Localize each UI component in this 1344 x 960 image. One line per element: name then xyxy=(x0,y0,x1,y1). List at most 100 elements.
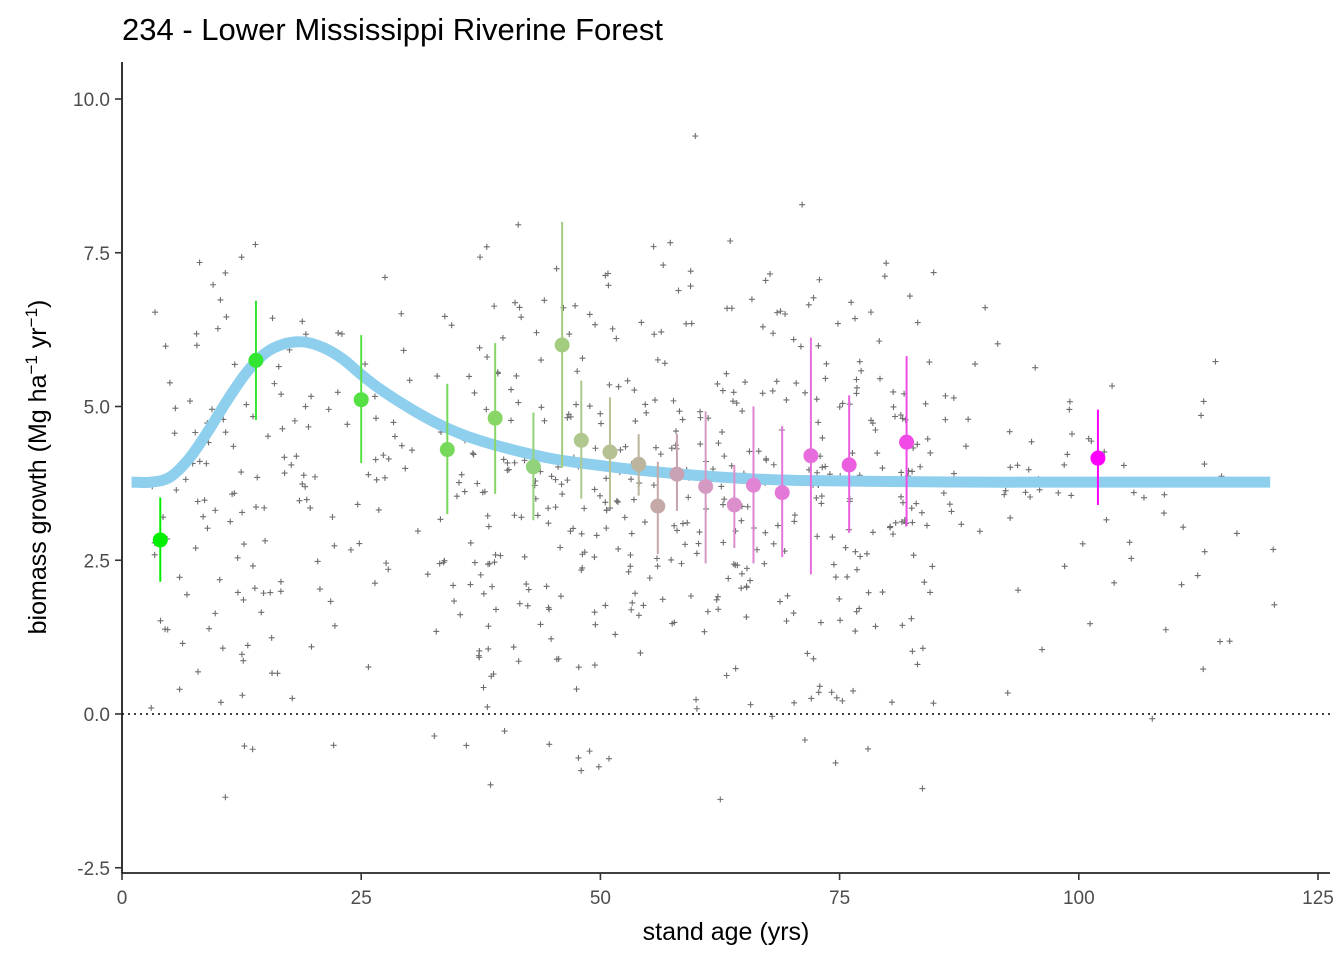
raw-point xyxy=(1027,494,1034,500)
raw-point xyxy=(774,309,781,316)
raw-point xyxy=(231,361,238,368)
raw-point xyxy=(834,320,841,327)
raw-point xyxy=(586,311,593,318)
raw-point xyxy=(307,504,314,511)
raw-point xyxy=(797,343,804,350)
raw-point xyxy=(327,598,334,605)
raw-point xyxy=(652,444,659,451)
raw-point xyxy=(747,701,754,708)
raw-point xyxy=(804,650,811,657)
raw-point xyxy=(791,518,798,525)
raw-point xyxy=(222,794,229,801)
raw-point xyxy=(157,617,164,624)
raw-point xyxy=(371,580,378,587)
raw-point xyxy=(646,575,653,582)
raw-point xyxy=(606,755,613,762)
raw-point xyxy=(814,533,821,540)
raw-point xyxy=(670,397,677,404)
x-tick-label: 100 xyxy=(1063,888,1095,909)
raw-point xyxy=(695,540,702,547)
raw-point xyxy=(832,759,839,766)
raw-point xyxy=(381,274,388,281)
raw-point xyxy=(883,260,890,267)
raw-point xyxy=(657,451,664,458)
raw-point xyxy=(330,742,337,749)
raw-point xyxy=(738,517,745,524)
binned-mean xyxy=(669,434,685,512)
raw-point xyxy=(919,645,926,652)
raw-point xyxy=(591,486,598,493)
raw-point xyxy=(1068,492,1075,499)
raw-point xyxy=(302,403,309,410)
raw-point xyxy=(643,409,650,416)
mean-point xyxy=(631,456,647,472)
raw-point xyxy=(630,496,637,503)
raw-point xyxy=(240,596,247,603)
raw-point xyxy=(678,560,685,567)
raw-point xyxy=(300,472,307,479)
raw-point xyxy=(651,331,658,338)
mean-point xyxy=(487,410,503,426)
raw-point xyxy=(823,360,830,367)
raw-point xyxy=(1001,491,1008,498)
raw-point xyxy=(891,413,898,420)
raw-point xyxy=(566,331,573,338)
raw-point xyxy=(813,494,820,501)
raw-point xyxy=(210,281,217,288)
raw-point xyxy=(548,473,555,480)
raw-point xyxy=(674,527,681,534)
raw-point xyxy=(214,325,221,332)
y-axis-title-sup2: −1 xyxy=(22,308,41,327)
raw-point xyxy=(762,529,769,536)
raw-point xyxy=(869,529,876,536)
raw-point xyxy=(1066,398,1073,405)
raw-point xyxy=(505,466,512,473)
raw-point xyxy=(748,296,755,303)
raw-point xyxy=(852,628,859,635)
raw-point xyxy=(222,269,229,276)
raw-point xyxy=(762,277,769,284)
raw-point xyxy=(853,384,860,391)
raw-point xyxy=(697,408,704,415)
raw-point xyxy=(654,356,661,363)
raw-point xyxy=(487,781,494,788)
raw-point xyxy=(844,573,851,580)
raw-point xyxy=(217,296,224,303)
raw-point xyxy=(431,733,438,740)
raw-point xyxy=(635,612,642,619)
raw-point xyxy=(240,657,247,664)
raw-point xyxy=(453,493,460,500)
raw-point xyxy=(575,754,582,761)
raw-point xyxy=(632,590,639,597)
raw-point xyxy=(289,695,296,702)
raw-point xyxy=(872,623,879,630)
raw-point xyxy=(234,589,241,596)
raw-point xyxy=(658,328,665,335)
raw-point xyxy=(559,491,566,498)
raw-point xyxy=(738,585,745,592)
raw-point xyxy=(252,241,259,248)
raw-point xyxy=(469,450,476,457)
y-tick-label: 2.5 xyxy=(84,551,110,572)
raw-point xyxy=(697,414,704,421)
raw-point xyxy=(195,668,202,675)
raw-point xyxy=(258,609,265,616)
raw-point xyxy=(171,430,178,437)
raw-point xyxy=(166,379,173,386)
raw-point xyxy=(770,540,777,547)
raw-point xyxy=(1200,666,1207,673)
raw-point xyxy=(816,683,823,690)
raw-point xyxy=(836,403,843,410)
raw-point xyxy=(474,480,481,487)
raw-point xyxy=(723,672,730,679)
raw-point xyxy=(1066,406,1073,413)
raw-point xyxy=(715,606,722,613)
raw-point xyxy=(441,557,448,564)
raw-point xyxy=(853,608,860,615)
raw-point xyxy=(770,330,777,337)
raw-point xyxy=(829,534,836,541)
raw-point xyxy=(930,700,937,707)
raw-point xyxy=(475,652,482,659)
raw-point xyxy=(534,512,541,519)
y-tick-label: 7.5 xyxy=(84,244,110,265)
